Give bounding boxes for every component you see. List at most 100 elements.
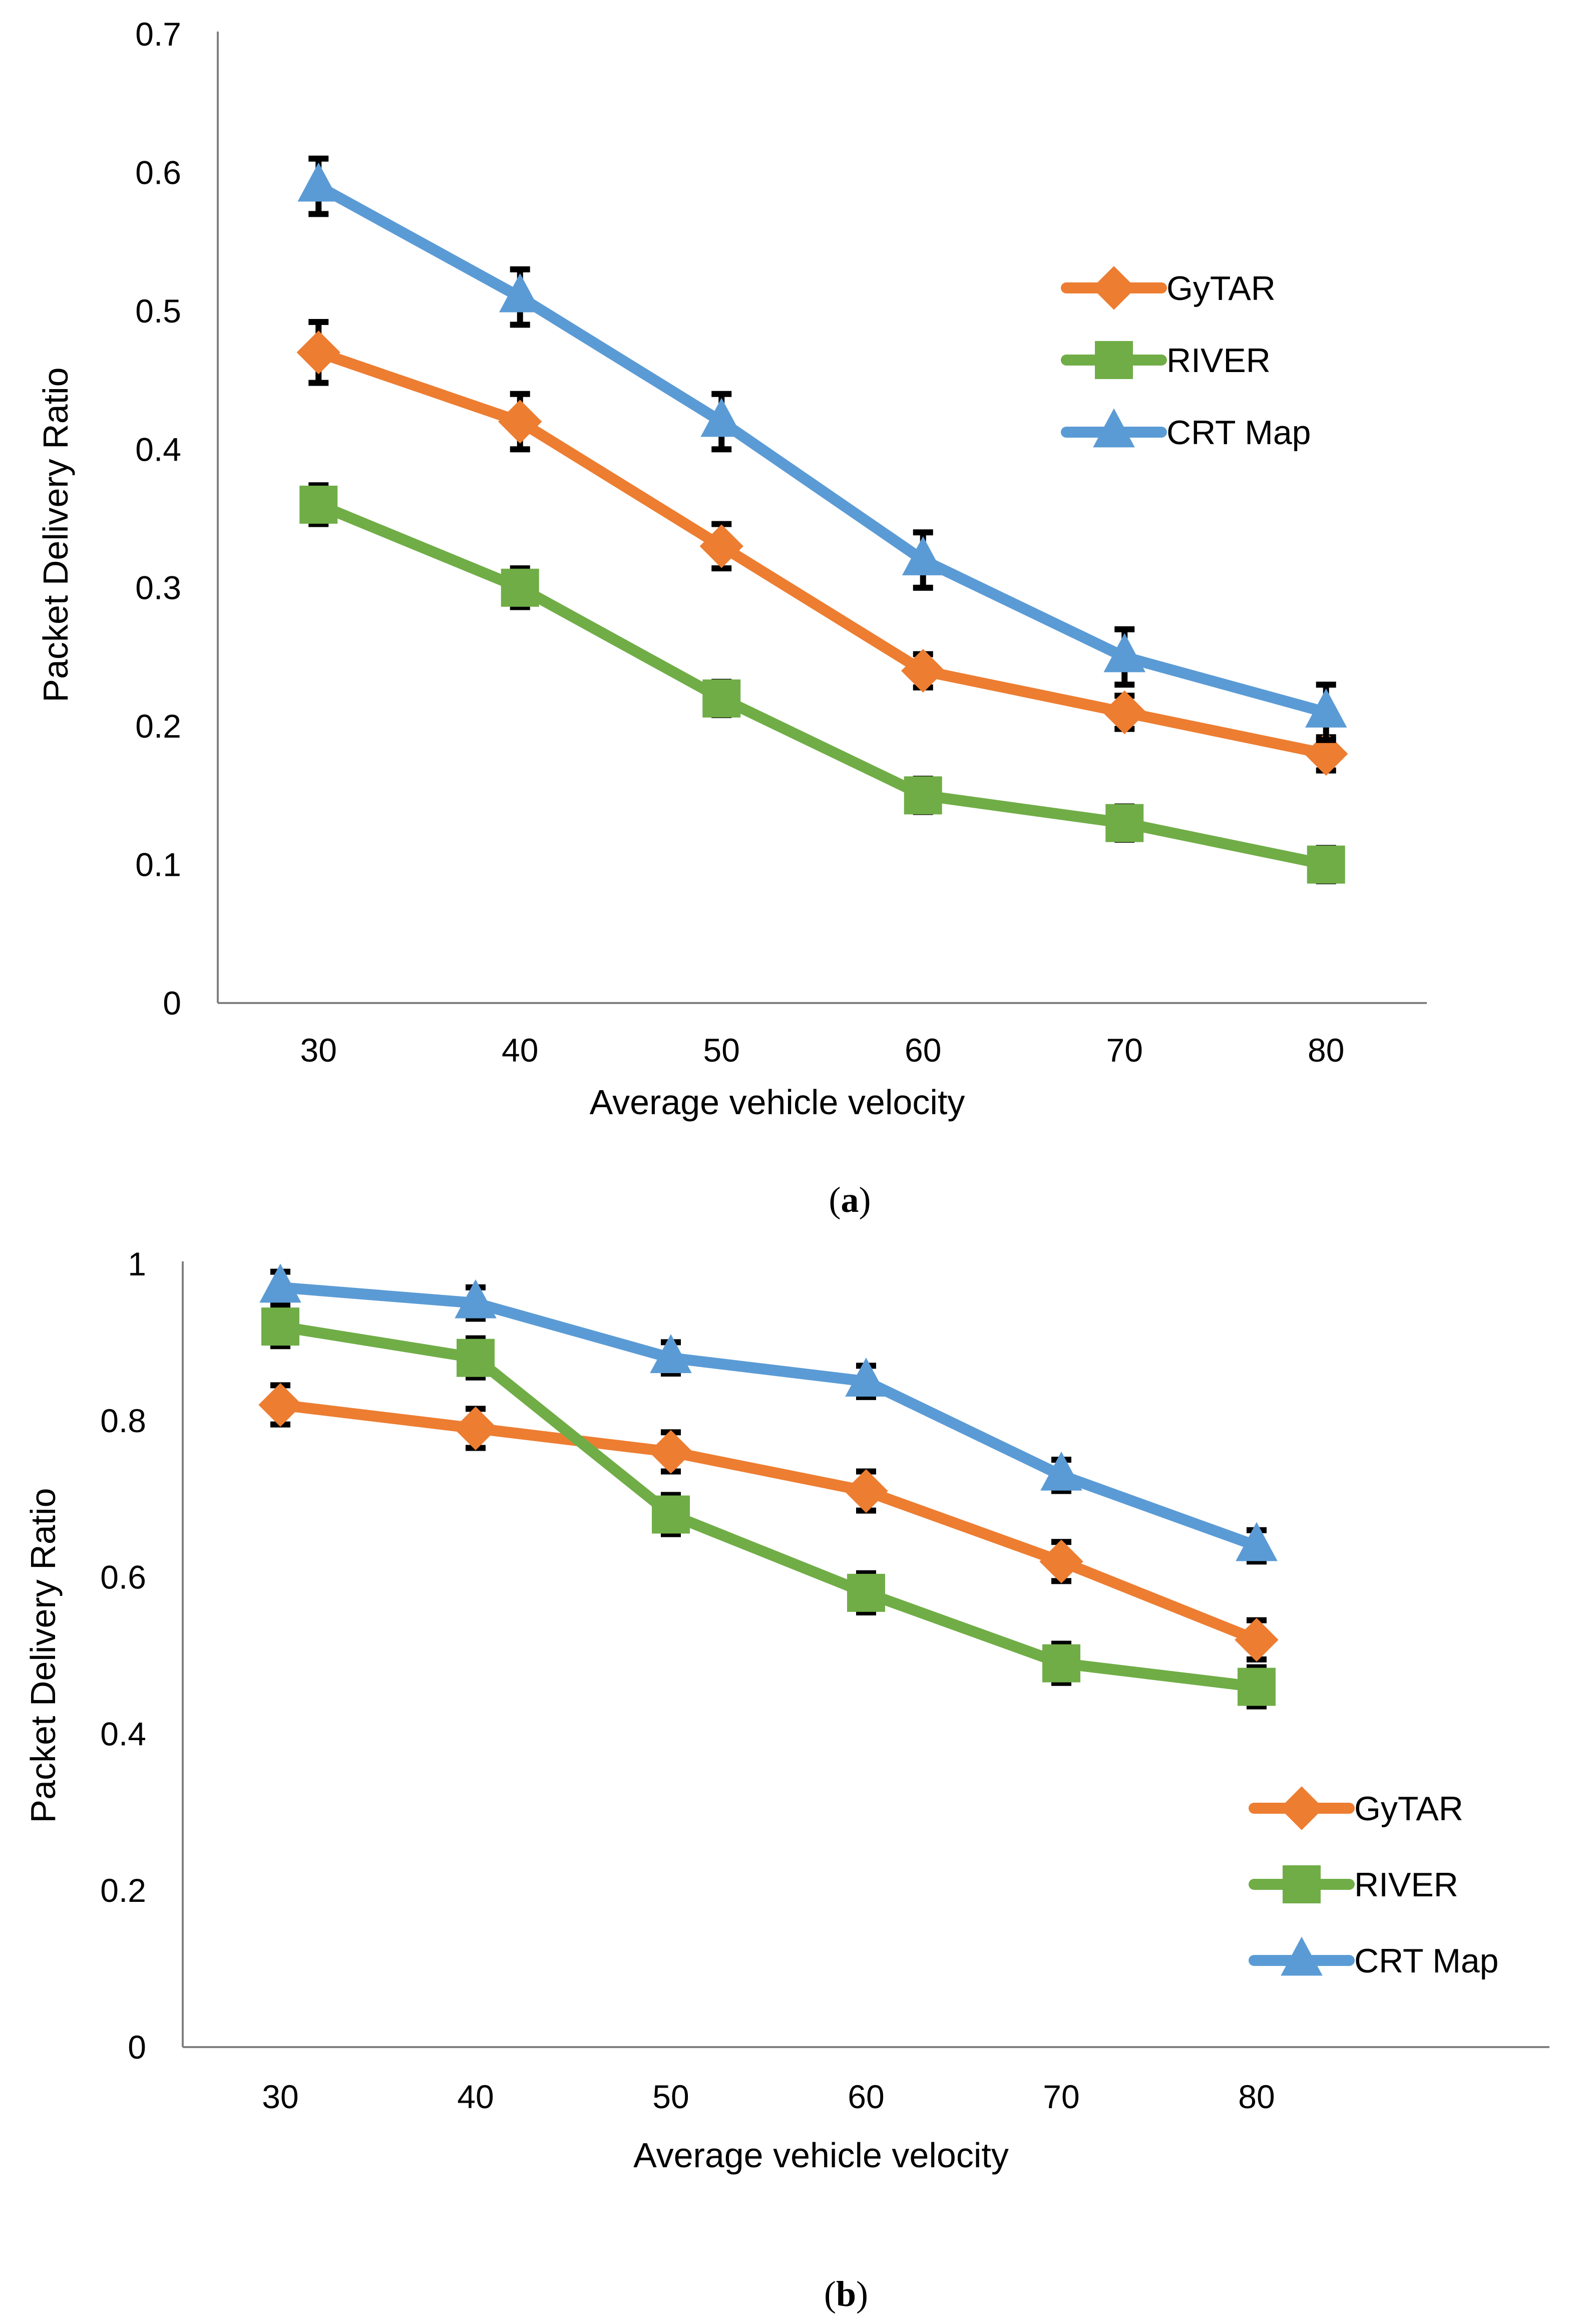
x-axis-title: Average vehicle velocity [590, 1083, 965, 1122]
data-point [901, 648, 945, 693]
data-point [455, 1279, 497, 1318]
data-point [454, 1406, 498, 1451]
x-tick-label: 50 [703, 1032, 740, 1069]
legend: GyTAR RIVER CRT Map [1061, 266, 1311, 452]
data-point [258, 1383, 302, 1427]
caption-open: ( [829, 1180, 841, 1220]
data-point [1305, 689, 1347, 728]
legend-marker [1092, 266, 1136, 310]
y-tick-label: 0.4 [100, 1715, 146, 1752]
y-tick-label: 0.6 [135, 154, 181, 191]
data-point [702, 679, 741, 718]
data-point [296, 330, 340, 375]
x-tick-label: 30 [262, 2078, 298, 2115]
series-gytar [258, 1382, 1279, 1663]
data-point [261, 1307, 299, 1346]
legend-label: GyTAR [1354, 1790, 1463, 1828]
y-tick-label: 0 [163, 984, 181, 1022]
data-point [501, 568, 539, 607]
data-point [847, 1573, 885, 1612]
legend-label: RIVER [1354, 1866, 1458, 1904]
x-tick-label: 40 [457, 2078, 494, 2115]
legend-marker [1095, 341, 1133, 379]
data-point [652, 1495, 690, 1534]
data-point [902, 536, 944, 575]
series-line [313, 181, 1332, 718]
series-gytar [296, 318, 1348, 776]
data-point [297, 162, 340, 202]
legend-marker [1281, 1936, 1323, 1976]
data-point [1105, 804, 1144, 842]
data-point [844, 1469, 888, 1513]
legend-marker [1283, 1865, 1321, 1903]
data-point [699, 524, 743, 568]
data-point [700, 398, 743, 437]
data-point [498, 400, 542, 444]
caption-letter: b [836, 2274, 856, 2314]
y-axis-title: Packet Delivery Ratio [24, 1488, 63, 1823]
data-point [650, 1334, 692, 1374]
x-tick-label: 50 [652, 2078, 689, 2115]
legend-marker [1093, 408, 1135, 448]
y-tick-label: 0.6 [100, 1559, 146, 1596]
y-tick-label: 0.2 [100, 1872, 146, 1909]
y-tick-label: 0.5 [135, 292, 181, 329]
chart-panel-b: 0 0.2 0.4 0.6 0.8 1 30 40 50 60 70 80 Average vehicl… [24, 1245, 1549, 2314]
series-river [261, 1304, 1276, 1710]
data-point [1238, 1668, 1276, 1706]
y-tick-label: 0.2 [135, 708, 181, 745]
data-point [499, 273, 541, 312]
data-point [845, 1358, 887, 1397]
x-tick-label: 70 [1106, 1032, 1143, 1069]
legend-label: RIVER [1166, 342, 1271, 380]
series-crt-map [259, 1263, 1278, 1565]
y-tick-label: 0.3 [135, 569, 181, 606]
data-point [299, 485, 338, 524]
y-tick-label: 1 [128, 1245, 146, 1282]
x-tick-label: 80 [1308, 1032, 1344, 1069]
y-tick-label: 0 [128, 2029, 146, 2066]
chart-panel-a: 0 0.1 0.2 0.3 0.4 0.5 0.6 0.7 30 40 50 60 70 80 Averag… [36, 16, 1427, 1220]
data-point [1236, 1522, 1278, 1561]
caption-letter: a [841, 1180, 859, 1220]
data-point [1307, 845, 1345, 884]
legend-label: GyTAR [1166, 269, 1276, 307]
panel-caption: (a) [829, 1180, 871, 1220]
data-point [649, 1430, 693, 1474]
x-tick-label: 80 [1238, 2078, 1275, 2115]
data-point [1039, 1539, 1083, 1584]
series-crt-map [297, 155, 1347, 743]
x-tick-label: 40 [502, 1032, 538, 1069]
y-tick-label: 0.4 [135, 431, 181, 468]
series-line [313, 499, 1332, 870]
series-river [299, 482, 1345, 884]
data-point [1102, 690, 1146, 735]
legend-label: CRT Map [1354, 1942, 1498, 1980]
data-point [457, 1339, 495, 1377]
series-line [313, 347, 1332, 760]
legend-marker [1280, 1786, 1324, 1830]
y-tick-label: 0.1 [135, 846, 181, 883]
caption-close: ) [859, 1180, 871, 1220]
data-point [1235, 1618, 1279, 1662]
series-line [275, 1399, 1262, 1645]
data-point [1103, 633, 1146, 673]
y-tick-label: 0.8 [100, 1402, 146, 1439]
caption-open: ( [824, 2274, 836, 2314]
y-axis-title: Packet Delivery Ratio [36, 367, 75, 702]
x-tick-label: 30 [300, 1032, 337, 1069]
panel-caption: (b) [824, 2274, 868, 2314]
x-axis-title: Average vehicle velocity [633, 2136, 1009, 2175]
series-line [275, 1281, 1262, 1552]
caption-close: ) [856, 2274, 868, 2314]
x-tick-label: 60 [905, 1032, 941, 1069]
x-tick-label: 60 [848, 2078, 884, 2115]
legend-label: CRT Map [1166, 414, 1311, 452]
data-point [1040, 1451, 1082, 1491]
data-point [1042, 1644, 1080, 1683]
series-line [275, 1321, 1262, 1693]
legend: GyTAR RIVER CRT Map [1249, 1786, 1498, 1980]
data-point [904, 776, 942, 815]
data-point [259, 1263, 301, 1303]
